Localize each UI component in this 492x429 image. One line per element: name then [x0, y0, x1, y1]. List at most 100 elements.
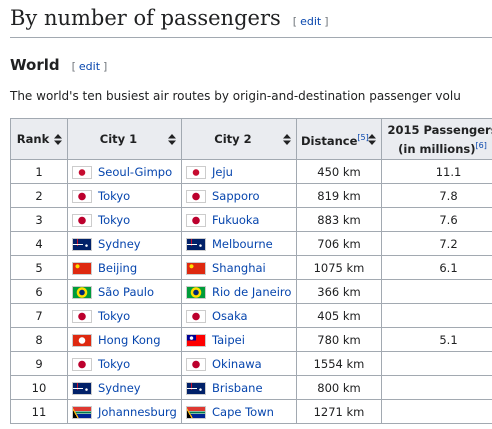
flag-icon	[186, 213, 206, 227]
city-link[interactable]: Sapporo	[212, 188, 260, 203]
flag-icon	[72, 285, 92, 299]
intro-text: The world's ten busiest air routes by or…	[10, 89, 461, 103]
rank-cell: 6	[10, 279, 68, 304]
city-link[interactable]: Osaka	[212, 308, 248, 323]
passengers-cell	[381, 351, 492, 376]
reference[interactable]: [5]	[357, 132, 369, 142]
sort-icon[interactable]	[168, 134, 176, 145]
city-link[interactable]: Taipei	[212, 332, 245, 347]
city-link[interactable]: Melbourne	[212, 236, 273, 251]
passengers-cell: 6.1	[381, 255, 492, 280]
city-cell: Osaka	[181, 303, 297, 328]
distance-cell: 800 km	[296, 375, 382, 400]
flag-icon	[186, 309, 206, 323]
city-link[interactable]: Cape Town	[212, 404, 274, 419]
rank-cell: 5	[10, 255, 68, 280]
distance-cell: 366 km	[296, 279, 382, 304]
passengers-cell	[381, 279, 492, 304]
city-cell: Hong Kong	[67, 327, 182, 352]
city-link[interactable]: Okinawa	[212, 356, 262, 371]
edit-link[interactable]: edit	[78, 60, 101, 73]
flag-icon	[72, 165, 92, 179]
city-link[interactable]: Fukuoka	[212, 212, 260, 227]
flag-icon	[186, 189, 206, 203]
column-label: 2015 Passengers (in millions)	[387, 122, 492, 156]
edit-link[interactable]: edit	[300, 15, 322, 28]
column-header[interactable]: City 1	[67, 118, 182, 160]
distance-cell: 780 km	[296, 327, 382, 352]
city-link[interactable]: Seoul-Gimpo	[98, 164, 173, 179]
sort-icon[interactable]	[283, 134, 291, 145]
city-link[interactable]: Hong Kong	[98, 332, 161, 347]
city-link[interactable]: Sydney	[98, 236, 141, 251]
city-cell: Brisbane	[181, 375, 297, 400]
city-link[interactable]: Tokyo	[98, 212, 131, 227]
sort-icon[interactable]	[368, 134, 376, 145]
flag-icon	[72, 309, 92, 323]
city-link[interactable]: Shanghai	[212, 260, 266, 275]
city-link[interactable]: Johannesburg	[98, 404, 177, 419]
city-link[interactable]: Beijing	[98, 260, 138, 275]
heading-rule	[10, 37, 492, 38]
distance-cell: 405 km	[296, 303, 382, 328]
column-header[interactable]: 2015 Passengers (in millions)[6]	[381, 118, 492, 160]
flag-icon	[186, 237, 206, 251]
city-link[interactable]: Brisbane	[212, 380, 263, 395]
sort-icon[interactable]	[54, 134, 62, 145]
city-cell: Shanghai	[181, 255, 297, 280]
city-cell: Rio de Janeiro	[181, 279, 297, 304]
column-label: City 2	[214, 132, 252, 146]
rank-cell: 1	[10, 159, 68, 184]
city-cell: Seoul-Gimpo	[67, 159, 182, 184]
column-header[interactable]: Rank	[10, 118, 68, 160]
table-row: 2 Tokyo Sapporo 819 km 7.8	[10, 183, 492, 208]
passengers-cell	[381, 375, 492, 400]
table-row: 4 Sydney Melbourne 706 km 7.2	[10, 231, 492, 256]
section-heading: World [edit]	[10, 56, 107, 74]
city-cell: Okinawa	[181, 351, 297, 376]
city-cell: Tokyo	[67, 351, 182, 376]
flag-icon	[72, 333, 92, 347]
distance-cell: 819 km	[296, 183, 382, 208]
flag-icon	[186, 357, 206, 371]
rank-cell: 7	[10, 303, 68, 328]
city-link[interactable]: São Paulo	[98, 284, 155, 299]
city-link[interactable]: Jeju	[212, 164, 233, 179]
flag-icon	[72, 261, 92, 275]
city-cell: Fukuoka	[181, 207, 297, 232]
city-link[interactable]: Tokyo	[98, 188, 131, 203]
rank-cell: 10	[10, 375, 68, 400]
distance-cell: 1075 km	[296, 255, 382, 280]
edit-section: [edit]	[72, 60, 108, 73]
city-cell: Beijing	[67, 255, 182, 280]
city-link[interactable]: Sydney	[98, 380, 141, 395]
city-cell: Johannesburg	[67, 399, 182, 424]
flag-icon	[72, 405, 92, 419]
bracket: [	[71, 60, 76, 73]
column-label: Rank	[16, 132, 50, 146]
column-header[interactable]: Distance[5]	[296, 118, 382, 160]
flag-icon	[72, 213, 92, 227]
city-cell: Sydney	[67, 375, 182, 400]
city-cell: Sapporo	[181, 183, 297, 208]
distance-cell: 883 km	[296, 207, 382, 232]
city-link[interactable]: Rio de Janeiro	[212, 284, 292, 299]
distance-cell: 706 km	[296, 231, 382, 256]
table-row: 1 Seoul-Gimpo Jeju 450 km 11.1	[10, 159, 492, 184]
rank-cell: 4	[10, 231, 68, 256]
passengers-cell: 7.8	[381, 183, 492, 208]
city-cell: Cape Town	[181, 399, 297, 424]
city-link[interactable]: Tokyo	[98, 356, 131, 371]
city-cell: Tokyo	[67, 183, 182, 208]
column-header[interactable]: City 2	[181, 118, 297, 160]
reference[interactable]: [6]	[475, 140, 487, 150]
city-cell: Jeju	[181, 159, 297, 184]
heading-title: By number of passengers	[10, 6, 281, 30]
passengers-cell: 11.1	[381, 159, 492, 184]
passengers-cell	[381, 303, 492, 328]
rank-cell: 11	[10, 399, 68, 424]
table-row: 7 Tokyo Osaka 405 km	[10, 303, 492, 328]
city-link[interactable]: Tokyo	[98, 308, 131, 323]
rank-cell: 2	[10, 183, 68, 208]
